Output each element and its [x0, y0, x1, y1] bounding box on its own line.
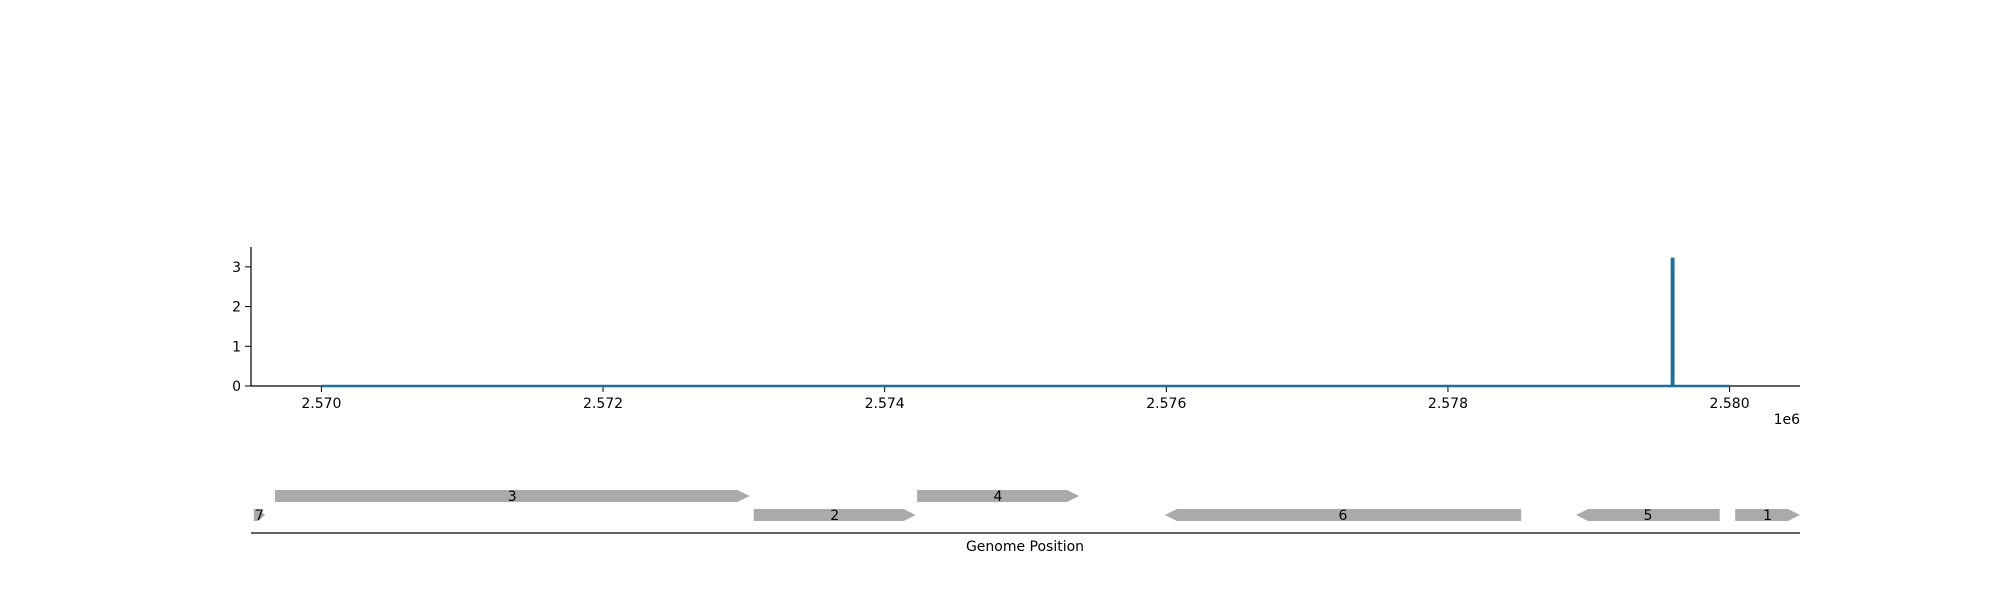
- gene-feature: 2: [753, 508, 916, 524]
- gene-label: 5: [1643, 508, 1652, 524]
- gene-label: 6: [1339, 508, 1348, 524]
- x-tick-label: 2.572: [583, 396, 623, 412]
- gene-label: 7: [255, 508, 264, 524]
- x-ticks: 2.570 2.572 2.574 2.576 2.578 2.580: [301, 386, 1750, 412]
- genes-layer: 7 3 2 4 6 5 1: [253, 489, 1800, 524]
- x-tick-label: 2.570: [301, 396, 341, 412]
- gene-arrow: [917, 490, 1079, 502]
- x-tick-label: 2.574: [865, 396, 905, 412]
- gene-arrow: [1164, 509, 1522, 521]
- x-tick-label: 2.578: [1428, 396, 1468, 412]
- series-layer: [321, 257, 1730, 388]
- coverage-plot: 0 1 2 3 2.570 2.572 2.574 2.576 2.578 2.580 1e6: [232, 247, 1800, 428]
- y-tick-label: 1: [232, 339, 241, 355]
- x-axis-label: Genome Position: [966, 539, 1084, 555]
- gene-label: 3: [508, 489, 517, 505]
- gene-label: 2: [830, 508, 839, 524]
- y-tick-label: 0: [232, 379, 241, 395]
- gene-feature: 5: [1576, 508, 1720, 524]
- gene-track: 7 3 2 4 6 5 1 Genome Position: [251, 489, 1800, 555]
- gene-arrow: [1576, 509, 1720, 521]
- y-tick-label: 3: [232, 260, 241, 276]
- x-offset-label: 1e6: [1774, 412, 1801, 428]
- gene-arrow: [253, 509, 266, 521]
- gene-feature: 7: [253, 508, 266, 524]
- gene-label: 1: [1763, 508, 1772, 524]
- gene-arrow: [1735, 509, 1800, 521]
- gene-feature: 6: [1164, 508, 1522, 524]
- gene-feature: 4: [917, 489, 1079, 505]
- gene-arrow: [274, 490, 750, 502]
- y-tick-label: 2: [232, 300, 241, 316]
- gene-feature: 3: [274, 489, 750, 505]
- coverage-series-line: [321, 257, 1730, 388]
- y-ticks: 0 1 2 3: [232, 260, 251, 395]
- gene-feature: 1: [1735, 508, 1800, 524]
- x-tick-label: 2.580: [1710, 396, 1750, 412]
- x-tick-label: 2.576: [1146, 396, 1186, 412]
- gene-label: 4: [994, 489, 1003, 505]
- gene-arrow: [753, 509, 916, 521]
